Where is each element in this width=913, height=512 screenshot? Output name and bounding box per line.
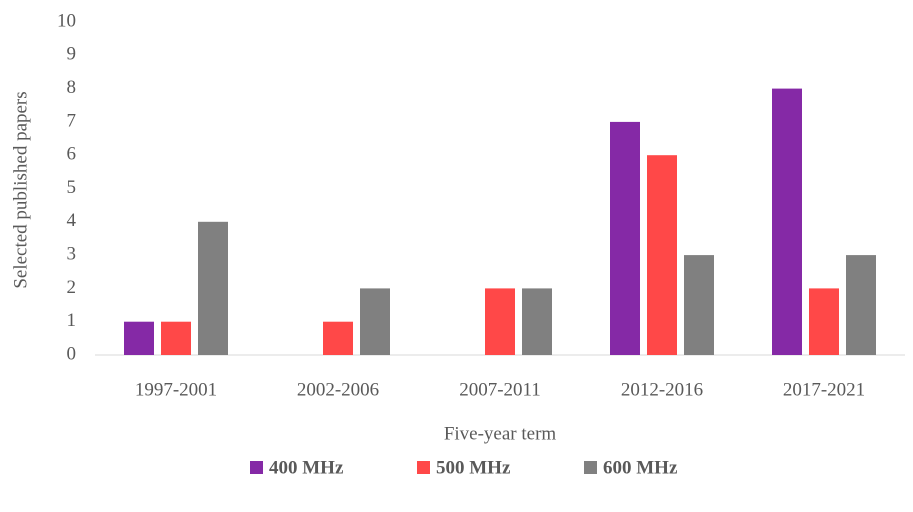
legend-swatch: [584, 461, 597, 474]
bar: [323, 321, 353, 355]
x-tick-label: 2017-2021: [783, 379, 865, 400]
y-axis-title: Selected published papers: [10, 91, 31, 288]
y-tick-label: 9: [67, 44, 77, 65]
bar: [161, 321, 191, 355]
y-tick-label: 0: [67, 343, 77, 364]
legend-swatch: [417, 461, 430, 474]
legend-swatch: [250, 461, 263, 474]
y-tick-label: 7: [67, 110, 77, 131]
legend-label: 400 MHz: [269, 457, 344, 478]
bar: [772, 88, 802, 355]
bar: [522, 288, 552, 355]
y-tick-label: 10: [57, 10, 76, 31]
bar: [647, 155, 677, 355]
legend-label: 500 MHz: [436, 457, 511, 478]
x-tick-label: 2007-2011: [459, 379, 541, 400]
y-tick-label: 8: [67, 77, 77, 98]
x-tick-label: 1997-2001: [135, 379, 217, 400]
bar: [610, 121, 640, 356]
x-axis-title: Five-year term: [444, 423, 557, 444]
x-tick-label: 2002-2006: [297, 379, 379, 400]
y-tick-label: 2: [67, 277, 77, 298]
y-tick-label: 1: [67, 310, 77, 331]
x-tick-label: 2012-2016: [621, 379, 703, 400]
y-tick-label: 3: [67, 243, 77, 264]
bar: [124, 321, 154, 355]
legend-label: 600 MHz: [603, 457, 678, 478]
bar: [809, 288, 839, 355]
y-tick-label: 6: [67, 144, 77, 165]
bar: [360, 288, 390, 355]
bar: [485, 288, 515, 355]
bar: [846, 255, 876, 355]
y-tick-label: 4: [67, 210, 77, 231]
y-tick-label: 5: [67, 177, 77, 198]
bar: [684, 255, 714, 355]
bar: [198, 221, 228, 355]
